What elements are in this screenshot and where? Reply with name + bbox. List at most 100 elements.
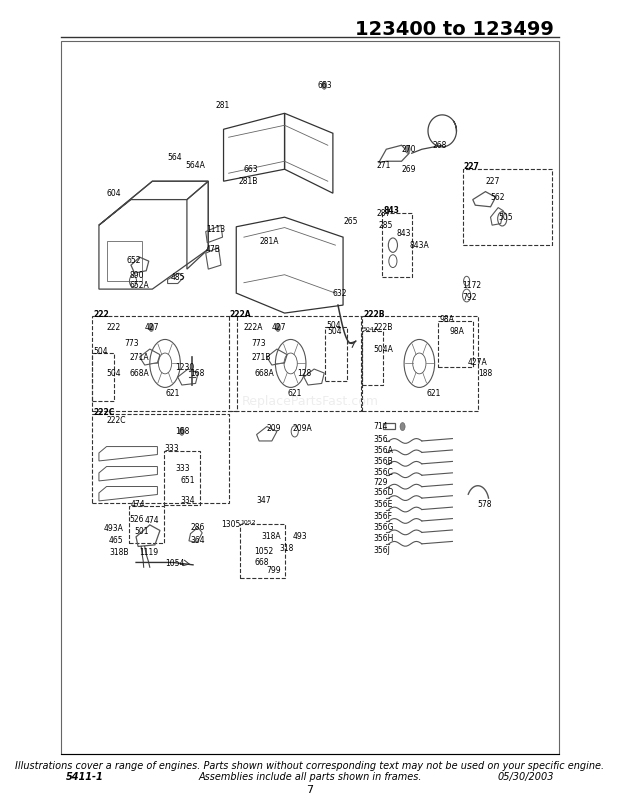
Text: 356B: 356B [374,457,393,466]
Text: 504: 504 [94,347,108,356]
Bar [130,507,164,543]
Bar [92,414,229,504]
Text: 318A: 318A [262,533,281,541]
Text: 5411-1: 5411-1 [66,772,104,782]
Circle shape [149,323,154,331]
Text: 356A: 356A [374,446,394,455]
Text: 268: 268 [432,140,446,150]
Text: Illustrations cover a range of engines. Parts shown without corresponding text m: Illustrations cover a range of engines. … [16,760,604,771]
Text: 123400 to 123499: 123400 to 123499 [355,20,554,38]
Text: 773: 773 [125,339,139,348]
Text: 1172: 1172 [463,281,482,290]
Text: 356E: 356E [374,500,393,509]
Text: 526: 526 [130,515,144,524]
Text: 356C: 356C [374,468,394,477]
Text: 281: 281 [216,101,230,110]
Text: Assemblies include all parts shown in frames.: Assemblies include all parts shown in fr… [198,772,422,782]
Text: 222C: 222C [107,416,126,426]
Text: 1113: 1113 [206,225,225,233]
Text: 843A: 843A [409,241,429,249]
Text: 188: 188 [478,369,492,378]
Text: 356H: 356H [374,534,394,543]
Text: 504: 504 [326,321,341,330]
Text: 668A: 668A [130,369,149,378]
Text: 222: 222 [94,310,109,319]
Bar [463,169,552,245]
Text: 318B: 318B [109,549,128,557]
Bar [362,330,383,385]
Text: 652A: 652A [130,281,149,290]
Text: 209A: 209A [292,424,312,433]
Text: 714: 714 [374,422,388,431]
Text: 505: 505 [498,213,513,221]
Text: 281A: 281A [259,237,278,245]
Text: 773: 773 [252,339,266,348]
Text: 356D: 356D [374,488,394,497]
Text: 281B: 281B [239,176,258,186]
Text: 652: 652 [127,256,141,265]
Text: 474: 474 [130,500,145,509]
Text: 222B: 222B [363,310,384,319]
Text: 1054: 1054 [165,559,184,568]
Text: 485: 485 [170,273,185,282]
Text: 632: 632 [333,289,347,298]
Text: 621: 621 [427,388,441,398]
Text: 356J: 356J [374,546,391,555]
Text: 792: 792 [463,293,477,302]
Text: 334: 334 [180,496,195,505]
Text: 270: 270 [402,144,416,154]
Text: 843: 843 [383,206,399,215]
Text: 504A: 504A [374,345,394,354]
Text: 564: 564 [167,152,182,162]
Bar [61,42,559,754]
Text: 333: 333 [175,464,190,473]
Text: 222: 222 [107,323,121,332]
Text: 227: 227 [485,176,500,186]
Text: 799: 799 [267,566,281,575]
Bar [438,321,473,367]
Text: 427: 427 [272,323,286,332]
Text: 1052: 1052 [241,520,257,525]
Text: 98A: 98A [450,327,465,336]
Text: 621: 621 [165,388,179,398]
Text: 427: 427 [144,323,159,332]
Text: 271A: 271A [130,353,149,362]
Text: 265: 265 [343,217,358,225]
Text: 222A: 222A [229,310,251,319]
Text: 501: 501 [135,527,149,536]
Text: 504A: 504A [363,326,379,331]
Text: 651: 651 [180,476,195,485]
Text: 604: 604 [107,188,121,198]
Text: 7: 7 [306,784,314,795]
Bar [382,213,412,277]
Text: 663: 663 [317,81,332,90]
Text: 504: 504 [328,327,342,336]
Text: ReplacePartsFast.com: ReplacePartsFast.com [242,395,378,407]
Text: 168: 168 [190,369,205,378]
Text: 493: 493 [292,533,307,541]
Text: 364: 364 [190,537,205,545]
Text: 465: 465 [109,537,124,545]
Text: 128: 128 [297,369,311,378]
Circle shape [275,323,280,331]
Bar [92,316,237,411]
Bar [92,353,113,401]
Text: 1119: 1119 [140,549,159,557]
Text: 578: 578 [478,500,492,509]
Text: 1230: 1230 [175,363,195,372]
Text: 222B: 222B [374,323,393,332]
Text: 287: 287 [376,209,391,217]
Text: 493A: 493A [104,525,124,533]
Text: 504: 504 [107,369,121,378]
Text: 333: 333 [164,444,179,453]
Text: 621: 621 [287,388,301,398]
Text: 269: 269 [402,164,416,174]
Text: 98A: 98A [439,315,454,324]
Text: 168: 168 [175,427,190,435]
Text: 209: 209 [267,424,281,433]
Text: 1052: 1052 [254,547,273,556]
Text: 564A: 564A [185,160,205,170]
Bar [240,524,285,578]
Text: 668: 668 [254,558,268,567]
Text: 271B: 271B [252,353,271,362]
